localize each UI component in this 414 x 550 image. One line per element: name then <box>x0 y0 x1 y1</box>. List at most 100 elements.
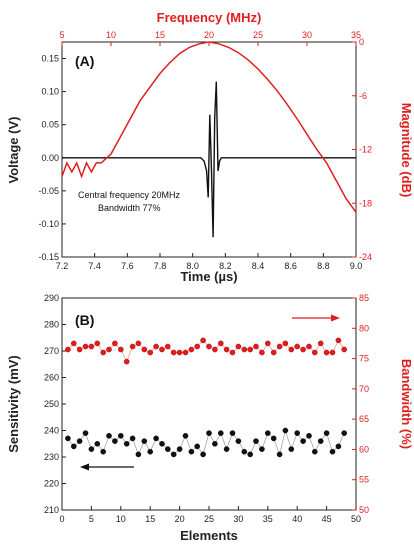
panel-a-top-tick-label: 35 <box>351 30 361 40</box>
bandwidth-point <box>123 358 130 365</box>
panel-b-plot-frame <box>61 297 357 511</box>
sensitivity-point <box>194 443 200 450</box>
panel-b-x-tick-label: 50 <box>351 514 361 524</box>
sensitivity-point <box>341 430 348 436</box>
sensitivity-point <box>270 435 277 442</box>
bandwidth-point <box>264 340 271 347</box>
panel-a-x-tick-label: 8.4 <box>252 261 265 271</box>
sensitivity-point <box>311 448 318 455</box>
panel-a-right-axis-title: Magnitude (dB) <box>399 103 414 198</box>
panel-b-x-tick-label: 20 <box>175 514 185 524</box>
panel-b-right-tick-label: 60 <box>359 444 369 454</box>
sensitivity-point <box>71 443 77 450</box>
bandwidth-point <box>118 346 124 353</box>
panel-a-x-tick-label: 7.6 <box>121 261 134 271</box>
sensitivity-point <box>335 443 342 450</box>
panel-b-right-tick-label: 75 <box>359 354 369 364</box>
bandwidth-arrow <box>292 314 340 322</box>
panel-b-right-axis-title: Bandwidth (%) <box>399 359 414 449</box>
sensitivity-point <box>129 435 136 442</box>
bandwidth-point <box>141 346 148 353</box>
panel-b-chart: 0 5 10 15 20 25 30 35 40 45 50 2102202302402502602… <box>6 293 414 543</box>
sensitivity-point <box>288 446 295 452</box>
bandwidth-point <box>153 343 159 350</box>
sensitivity-point <box>329 448 336 455</box>
panel-a-right-tick-label: -6 <box>359 91 367 101</box>
sensitivity-point <box>206 430 212 436</box>
bandwidth-point <box>170 349 177 356</box>
bandwidth-point <box>94 340 101 347</box>
bandwidth-point <box>100 349 106 356</box>
sensitivity-point <box>88 446 95 452</box>
panel-a-top-axis: 5 10 15 20 25 30 35 <box>59 30 361 46</box>
panel-a-label: (A) <box>75 53 94 69</box>
panel-a-y-tick-label: -0.05 <box>38 186 59 196</box>
bandwidth-point <box>300 346 306 353</box>
panel-a-top-tick-label: 10 <box>106 30 116 40</box>
bandwidth-point <box>106 346 112 353</box>
sensitivity-point <box>259 446 265 452</box>
panel-a-top-tick-label: 15 <box>155 30 165 40</box>
sensitivity-point <box>241 448 248 455</box>
bandwidth-point <box>194 343 200 350</box>
panel-a-chart: 7.2 7.4 7.6 7.8 8.0 8.2 8.4 8.6 8.8 9.0 -0.15-0.1… <box>6 10 414 284</box>
bandwidth-point <box>82 343 89 350</box>
bandwidth-point <box>335 337 342 344</box>
panel-a-y-axis: -0.15 -0.10 -0.05 0.00 0.05 0.10 0.15 <box>38 54 66 262</box>
sensitivity-point <box>82 430 89 436</box>
panel-a-x-tick-label: 8.8 <box>317 261 330 271</box>
panel-b-x-tick-label: 45 <box>322 514 332 524</box>
panel-a-right-tick-label: 0 <box>359 37 364 47</box>
sensitivity-point <box>217 430 224 436</box>
panel-b-x-tick-label: 35 <box>263 514 273 524</box>
bandwidth-point <box>282 340 289 347</box>
panel-b-y-tick-label: 290 <box>44 293 59 303</box>
sensitivity-point <box>235 438 242 444</box>
bandwidth-point <box>217 340 224 347</box>
bandwidth-point <box>182 349 189 356</box>
panel-b-series <box>65 337 348 458</box>
bandwidth-point <box>212 346 218 353</box>
panel-a-x-axis: 7.2 7.4 7.6 7.8 8.0 8.2 8.4 8.6 8.8 9.0 <box>56 253 362 271</box>
panel-a-top-tick-label: 30 <box>302 30 312 40</box>
sensitivity-point <box>141 438 148 444</box>
sensitivity-point <box>276 451 283 458</box>
panel-b-label: (B) <box>75 312 94 328</box>
bandwidth-point <box>311 349 318 356</box>
panel-b-x-axis-title: Elements <box>180 528 238 543</box>
bandwidth-point <box>306 343 312 350</box>
sensitivity-point <box>159 440 165 447</box>
sensitivity-point <box>200 451 206 458</box>
sensitivity-point <box>300 438 306 444</box>
sensitivity-point <box>76 438 83 444</box>
panel-b-x-tick-label: 40 <box>292 514 302 524</box>
panel-a-x-tick-label: 7.8 <box>154 261 167 271</box>
panel-b-x-tick-label: 25 <box>204 514 214 524</box>
panel-a-y-tick-label: 0.15 <box>41 54 59 64</box>
bandwidth-point <box>147 349 153 356</box>
bandwidth-point <box>71 340 77 347</box>
sensitivity-point <box>212 440 218 447</box>
bandwidth-point <box>329 349 336 356</box>
panel-b-right-axis: 50 55 60 65 70 75 80 85 <box>352 293 369 515</box>
sensitivity-point <box>147 448 153 455</box>
sensitivity-point <box>188 448 195 455</box>
annotation-central-frequency: Central frequency 20MHz <box>78 190 181 200</box>
sensitivity-arrow <box>80 463 134 471</box>
panel-b-y-tick-label: 230 <box>44 452 59 462</box>
panel-a-right-axis: -24 -18 -12 -6 0 <box>352 37 372 262</box>
bandwidth-arrow-head <box>331 314 340 322</box>
sensitivity-point <box>323 430 330 436</box>
sensitivity-arrow-head <box>80 463 89 471</box>
panel-a-x-tick-label: 7.2 <box>56 261 69 271</box>
panel-b-right-tick-label: 70 <box>359 384 369 394</box>
bandwidth-point <box>88 343 95 350</box>
panel-b-right-tick-label: 85 <box>359 293 369 303</box>
panel-a-x-axis-title: Time (µs) <box>180 269 237 284</box>
panel-b-y-tick-label: 260 <box>44 373 59 383</box>
sensitivity-point <box>306 432 312 439</box>
sensitivity-point <box>153 435 159 442</box>
sensitivity-point <box>123 440 130 447</box>
sensitivity-point <box>247 451 253 458</box>
bandwidth-point <box>223 346 230 353</box>
